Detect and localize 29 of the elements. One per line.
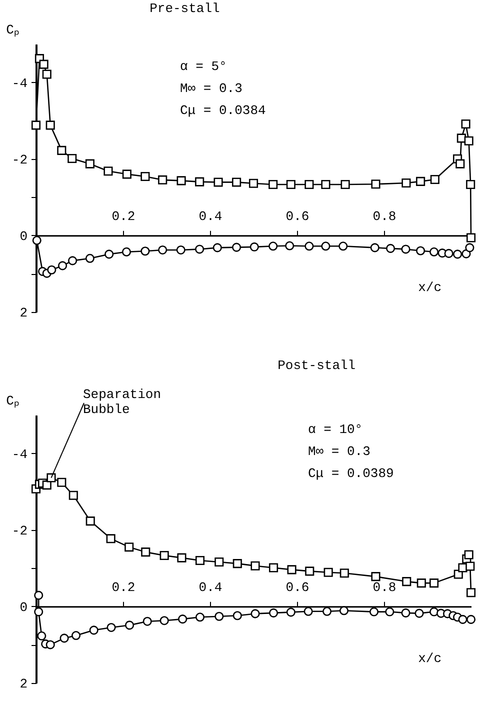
y-tick-label: -2	[12, 523, 28, 538]
annotation: α = 10°	[308, 422, 363, 437]
y-axis-title: Cₚ	[6, 22, 19, 38]
x-tick-label: 0.2	[112, 208, 136, 224]
chart-title: Post-stall	[278, 358, 356, 373]
y-tick-label: 2	[20, 306, 28, 320]
annotation: Separation Bubble	[83, 387, 162, 417]
x-tick-label: 0.4	[198, 208, 222, 224]
y-tick-label: 0	[20, 600, 28, 615]
x-tick-label: 0.8	[372, 208, 396, 224]
y-tick-label: 2	[20, 676, 28, 692]
y-tick-label: -4	[12, 446, 28, 462]
annotation: α = 5°	[180, 59, 227, 74]
x-axis-title: x/c	[418, 280, 442, 295]
x-axis-title: x/c	[418, 650, 442, 666]
chart-title: Pre-stall	[150, 1, 220, 16]
annotation: M∞ = 0.3	[308, 444, 370, 459]
x-tick-label: 0.4	[198, 580, 222, 595]
x-tick-label: 0.6	[286, 208, 310, 224]
y-tick-label: -4	[12, 76, 28, 91]
x-tick-label: 0.6	[286, 580, 310, 595]
y-axis-title: Cₚ	[6, 394, 19, 408]
x-tick-label: 0.8	[372, 580, 396, 595]
annotation: M∞ = 0.3	[180, 81, 242, 96]
x-tick-label: 0.2	[112, 580, 136, 595]
annotation: Cμ = 0.0384	[180, 103, 266, 118]
y-tick-label: 0	[20, 228, 28, 244]
y-tick-label: -2	[12, 152, 28, 168]
annotation: Cμ = 0.0389	[308, 466, 394, 481]
